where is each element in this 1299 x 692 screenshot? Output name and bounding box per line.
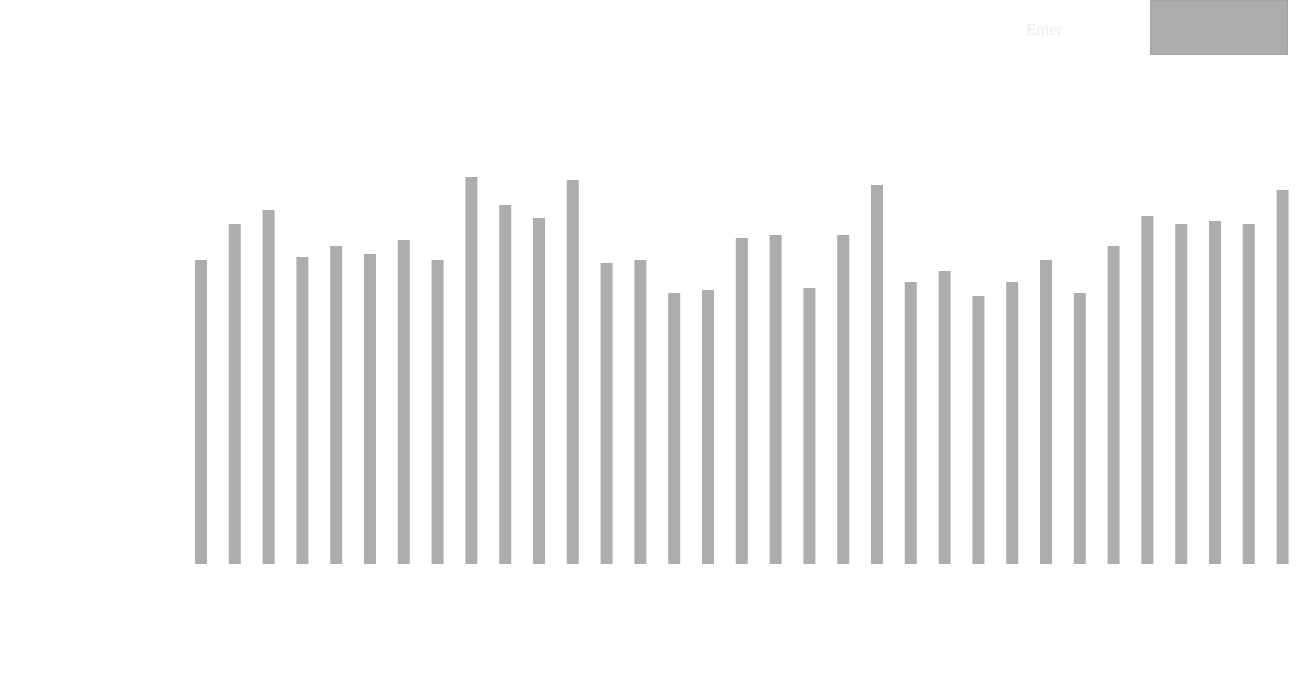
bar: [871, 185, 883, 564]
bar: [364, 254, 376, 564]
bar: [1141, 216, 1154, 564]
bar: [837, 235, 850, 564]
bar: [1107, 246, 1120, 564]
bar: [566, 180, 579, 564]
bar: [668, 293, 681, 564]
bar: [1242, 224, 1255, 564]
bar: [330, 246, 343, 564]
bar: [228, 224, 241, 564]
bar: [634, 260, 647, 564]
bar: [1040, 260, 1052, 564]
bar: [431, 260, 444, 564]
bar: [1175, 224, 1188, 564]
enter-label: Enter: [1026, 20, 1063, 39]
bar: [735, 238, 748, 564]
action-button[interactable]: [1150, 0, 1288, 55]
bar: [1006, 282, 1019, 564]
bar: [499, 205, 512, 564]
bar: [769, 235, 782, 564]
bar: [262, 210, 275, 564]
bar: [465, 177, 478, 564]
bar: [1276, 190, 1289, 564]
bar: [803, 288, 816, 564]
bar: [1073, 293, 1086, 564]
bar: [1209, 221, 1221, 564]
bar: [702, 290, 714, 564]
bar: [972, 296, 985, 564]
bar: [296, 257, 309, 564]
bar: [533, 218, 545, 564]
bar: [600, 263, 613, 564]
bar: [195, 260, 207, 564]
bar: [397, 240, 410, 564]
bar: [904, 282, 917, 564]
bar: [938, 271, 951, 564]
